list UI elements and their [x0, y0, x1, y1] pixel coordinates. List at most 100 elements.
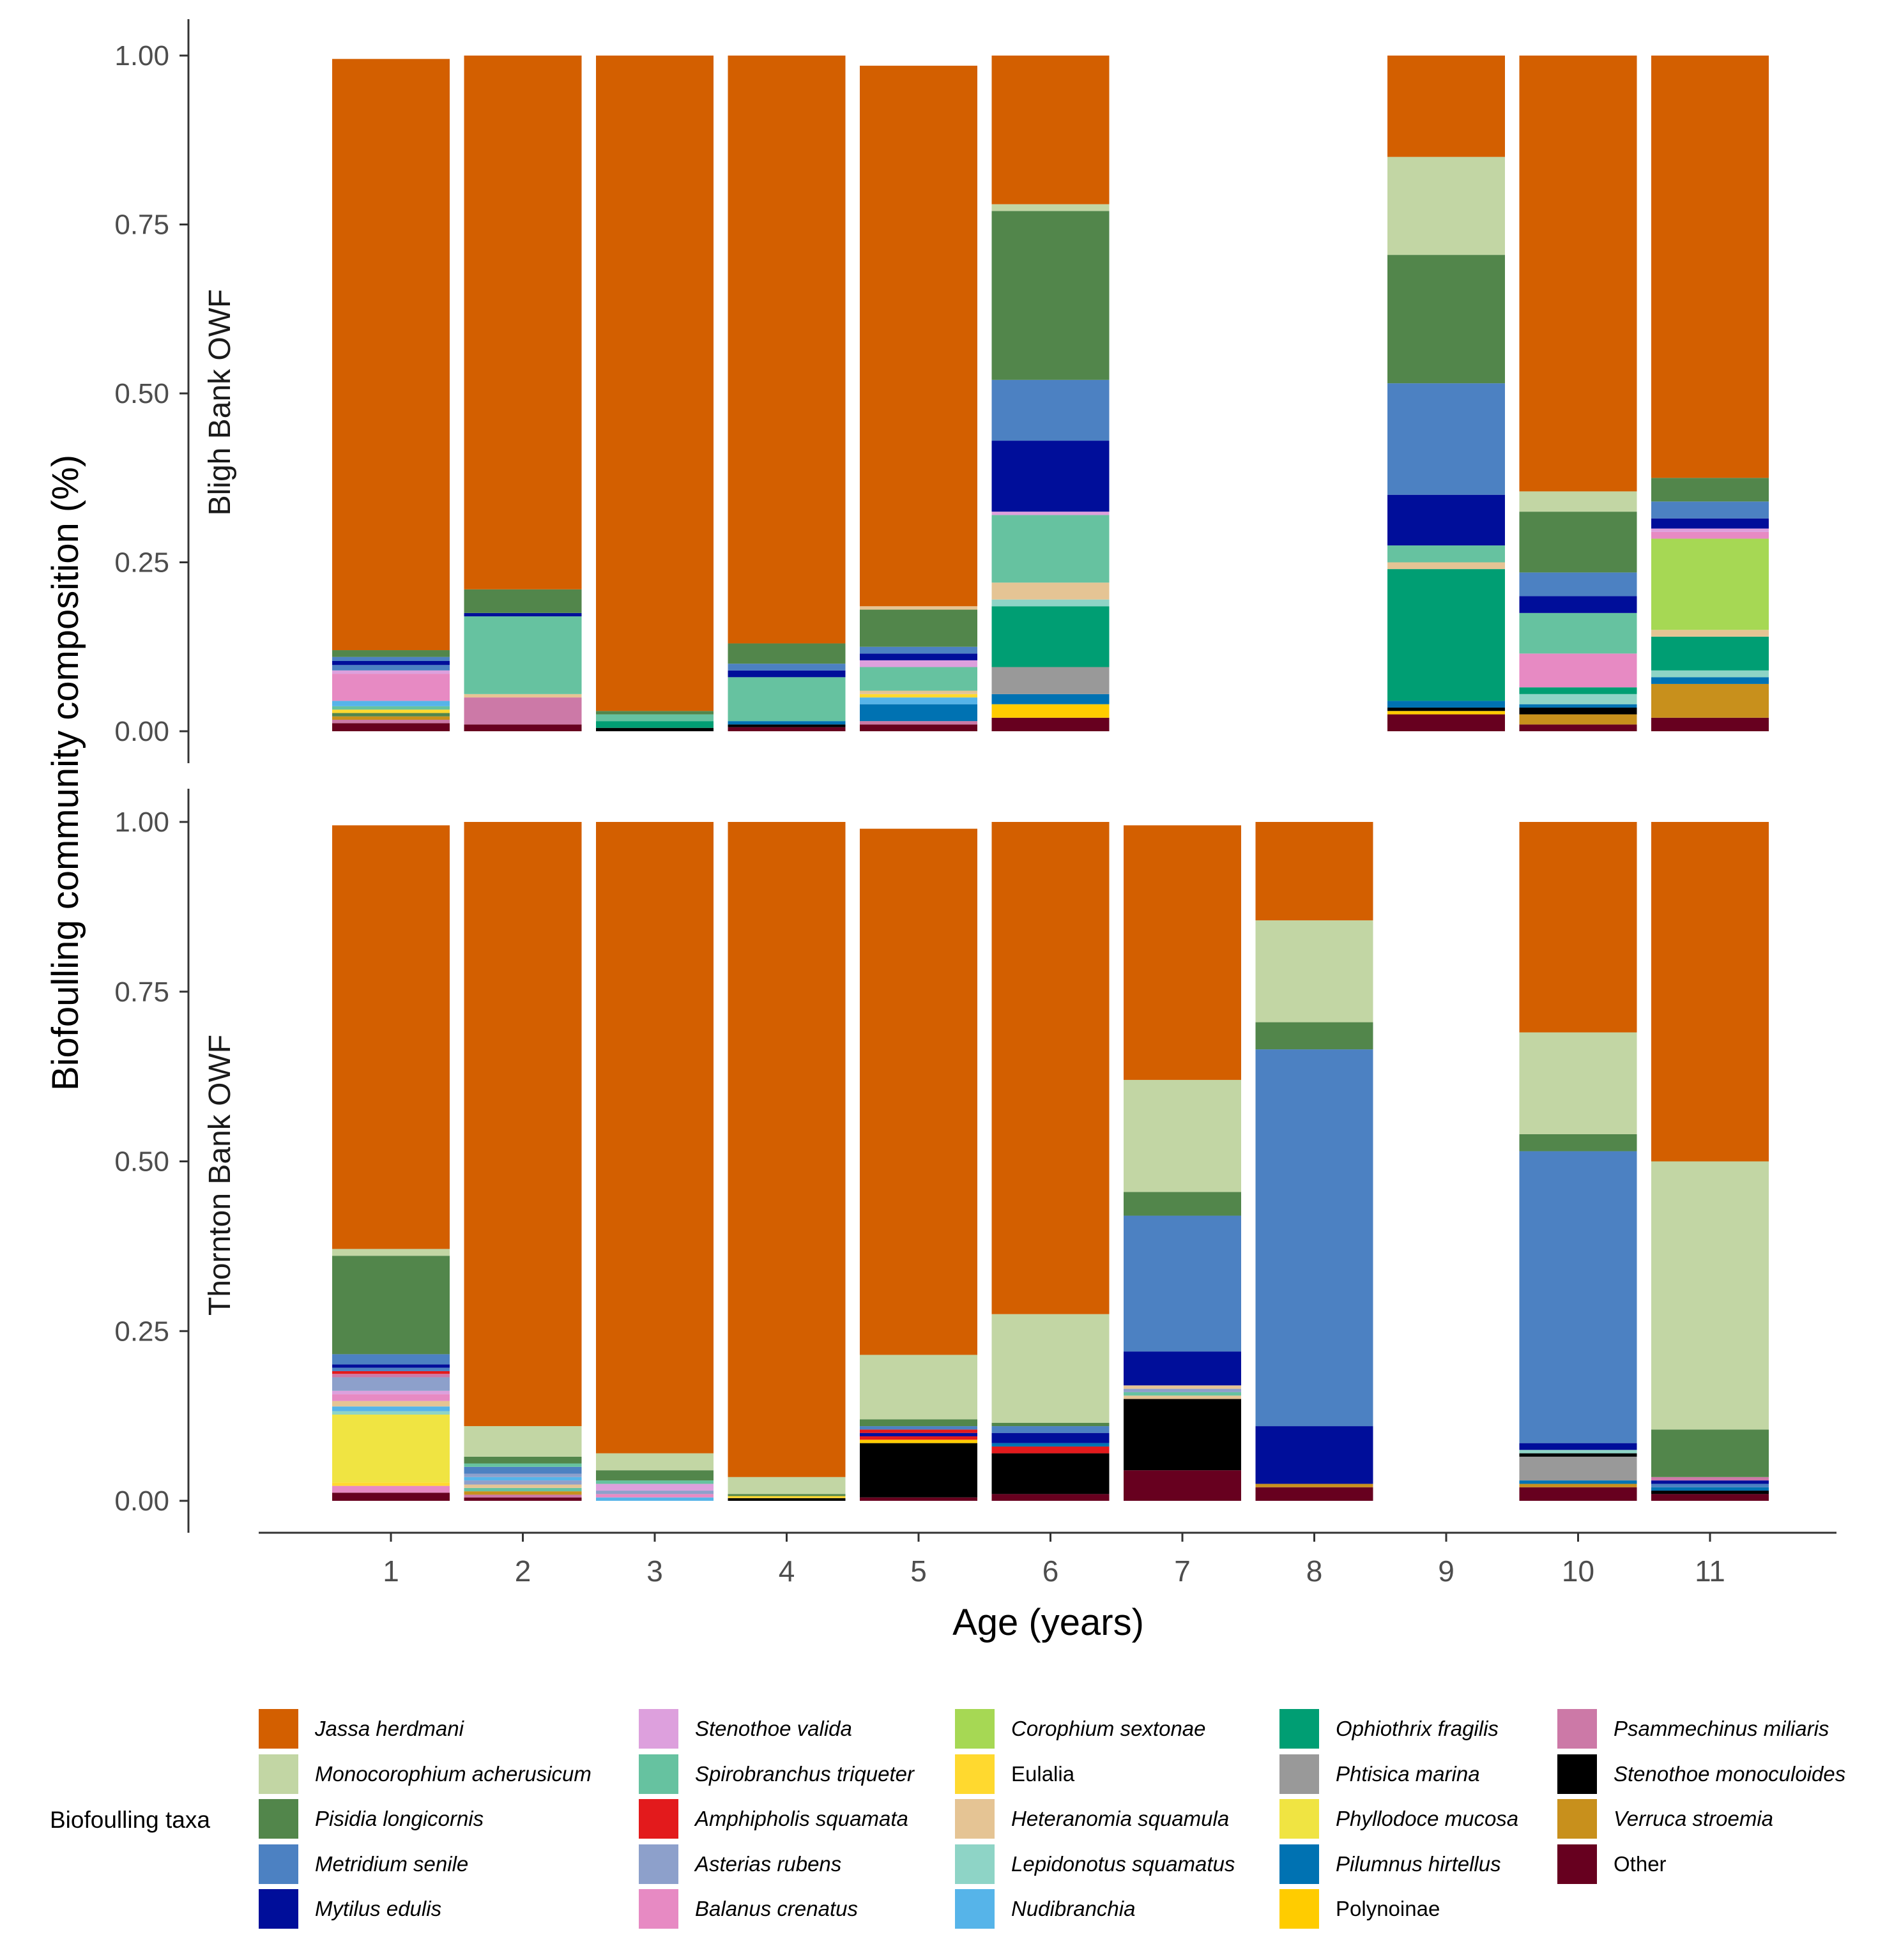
bar-segment: Phtisica marina	[1519, 1456, 1637, 1481]
bar-segment: Spirobranchus triqueter	[1124, 1392, 1241, 1396]
bar-segment: Heteranomia squamula	[1387, 562, 1505, 570]
bar-segment: Pilumnus hirtellus	[1651, 1487, 1769, 1491]
bar-age-10: OtherVerruca stroemiaStenothoe monoculoi…	[1519, 56, 1637, 731]
bar-segment: Verruca stroemia	[1519, 714, 1637, 725]
y-tick-label: 0.25	[114, 1316, 169, 1347]
bar-segment: Pisidia longicornis	[860, 609, 977, 647]
bar-segment: Verruca stroemia	[1651, 683, 1769, 718]
bar-segment: Balanus crenatus	[596, 1494, 714, 1498]
bar-segment: Other	[464, 1497, 582, 1501]
bar-segment: Amphipholis squamata	[860, 1436, 977, 1440]
bar-segment: Polynoinae	[860, 1440, 977, 1443]
bar-age-1: OtherBalanus crenatusEulaliaPhyllodoce m…	[332, 825, 450, 1501]
bar-segment: Heteranomia squamula	[1124, 1395, 1241, 1399]
bar-segment: Spirobranchus triqueter	[596, 714, 714, 722]
bar-segment: Ophiothrix fragilis	[1519, 687, 1637, 694]
bar-segment: Balanus crenatus	[332, 1394, 450, 1401]
bar-segment: Heteranomia squamula	[464, 694, 582, 698]
bar-segment: Stenothoe monoculoides	[596, 727, 714, 731]
bar-segment: Pisidia longicornis	[1651, 1429, 1769, 1477]
bar-segment: Pisidia longicornis	[991, 211, 1110, 380]
bar-segment: Other	[1387, 714, 1505, 731]
bar-segment: Heteranomia squamula	[991, 582, 1110, 600]
bar-segment: Pisidia longicornis	[728, 643, 846, 664]
legend-swatch	[259, 1889, 298, 1929]
legend-label: Nudibranchia	[1011, 1897, 1135, 1920]
bar-segment: Pisidia longicornis	[1387, 255, 1505, 384]
bar-age-5: OtherPsammechinus miliarisPilumnus hirte…	[860, 65, 977, 731]
legend-label: Ophiothrix fragilis	[1336, 1717, 1499, 1740]
bar-segment: Mytilus edulis	[332, 660, 450, 665]
bar-segment: Pisidia longicornis	[596, 711, 714, 715]
bar-segment: Heteranomia squamula	[1651, 630, 1769, 637]
legend-label: Phyllodoce mucosa	[1336, 1807, 1518, 1830]
bar-segment: Spirobranchus triqueter	[596, 1480, 714, 1484]
bar-segment: Jassa herdmani	[464, 822, 582, 1427]
legend-swatch	[1279, 1844, 1319, 1884]
bar-segment: Pisidia longicornis	[332, 713, 450, 717]
bar-segment: Metridium senile	[1124, 1215, 1241, 1352]
bar-age-5: OtherStenothoe monoculoidesPolynoinaeAmp…	[860, 828, 977, 1501]
legend-swatch	[1279, 1889, 1319, 1929]
legend-swatch	[955, 1709, 995, 1749]
legend-swatch	[259, 1709, 298, 1749]
bar-segment: Metridium senile	[1255, 1049, 1373, 1427]
bar-segment: Heteranomia squamula	[860, 606, 977, 610]
bar-segment: Asterias rubens	[332, 1377, 450, 1391]
bar-segment: Jassa herdmani	[1519, 822, 1637, 1033]
axes-layer: 0.00 0.25 0.50 0.75 1.00 Bligh Bank OWF 0.00 0.…	[114, 19, 1836, 1588]
x-tick-label: 10	[1562, 1554, 1594, 1588]
bar-segment: Mytilus edulis	[991, 441, 1110, 512]
bar-segment: Mytilus edulis	[464, 612, 582, 617]
bar-segment: Stenothoe monoculoides	[1519, 707, 1637, 715]
bar-segment: Jassa herdmani	[728, 56, 846, 644]
bar-segment: Other	[1255, 1487, 1373, 1501]
bar-segment: Heteranomia squamula	[1124, 1385, 1241, 1389]
legend-label: Heteranomia squamula	[1011, 1807, 1229, 1830]
bar-segment: Verruca stroemia	[464, 1491, 582, 1495]
legend-swatch	[955, 1844, 995, 1884]
bar-segment: Psammechinus miliaris	[464, 697, 582, 725]
legend-item: Nudibranchia	[955, 1889, 1135, 1929]
legend-swatch	[259, 1799, 298, 1839]
bar-segment: Jassa herdmani	[464, 56, 582, 589]
x-tick-label: 3	[646, 1554, 663, 1588]
legend-item: Corophium sextonae	[955, 1709, 1206, 1749]
legend-label: Balanus crenatus	[695, 1897, 858, 1920]
bar-segment: Pisidia longicornis	[464, 1456, 582, 1464]
bar-segment: Monocorophium acherusicum	[464, 1426, 582, 1457]
bar-segment: Mytilus edulis	[1519, 1443, 1637, 1450]
bar-age-8: OtherVerruca stroemiaMytilus edulisMetri…	[1255, 822, 1373, 1501]
bar-segment: Monocorophium acherusicum	[991, 1314, 1110, 1423]
bar-segment: Monocorophium acherusicum	[860, 1355, 977, 1420]
bar-segment: Stenothoe monoculoides	[728, 724, 846, 727]
bar-segment: Psammechinus miliaris	[1651, 1477, 1769, 1481]
bar-segment: Metridium senile	[991, 379, 1110, 441]
legend-swatch	[955, 1889, 995, 1929]
bar-segment: Asterias rubens	[464, 1480, 582, 1485]
legend-label: Psammechinus miliaris	[1614, 1717, 1829, 1740]
bar-segment: Jassa herdmani	[991, 822, 1110, 1314]
legend-item: Pilumnus hirtellus	[1279, 1844, 1501, 1884]
legend-swatch	[955, 1754, 995, 1794]
legend-label: Pisidia longicornis	[315, 1807, 484, 1830]
bar-segment: Other	[332, 723, 450, 731]
bar-segment: Jassa herdmani	[332, 59, 450, 651]
legend-title: Biofoulling taxa	[50, 1807, 210, 1833]
legend-item: Phyllodoce mucosa	[1279, 1799, 1518, 1839]
legend-label: Asterias rubens	[694, 1852, 841, 1876]
x-tick-label: 2	[515, 1554, 531, 1588]
legend-swatch	[1557, 1844, 1597, 1884]
bar-segment: Stenothoe monoculoides	[728, 1498, 846, 1501]
bar-segment: Stenothoe monoculoides	[1651, 1491, 1769, 1494]
bar-segment: Spirobranchus triqueter	[1519, 612, 1637, 654]
y-tick-label: 0.75	[114, 209, 169, 241]
bar-segment: Monocorophium acherusicum	[991, 204, 1110, 211]
bar-segment: Other	[860, 724, 977, 731]
bar-segment: Monocorophium acherusicum	[1387, 156, 1505, 255]
bar-segment: Other	[1651, 717, 1769, 731]
legend-swatch	[1279, 1709, 1319, 1749]
bar-segment: Pisidia longicornis	[332, 1256, 450, 1355]
bar-segment: Metridium senile	[332, 665, 450, 671]
legend-label: Other	[1614, 1852, 1667, 1876]
